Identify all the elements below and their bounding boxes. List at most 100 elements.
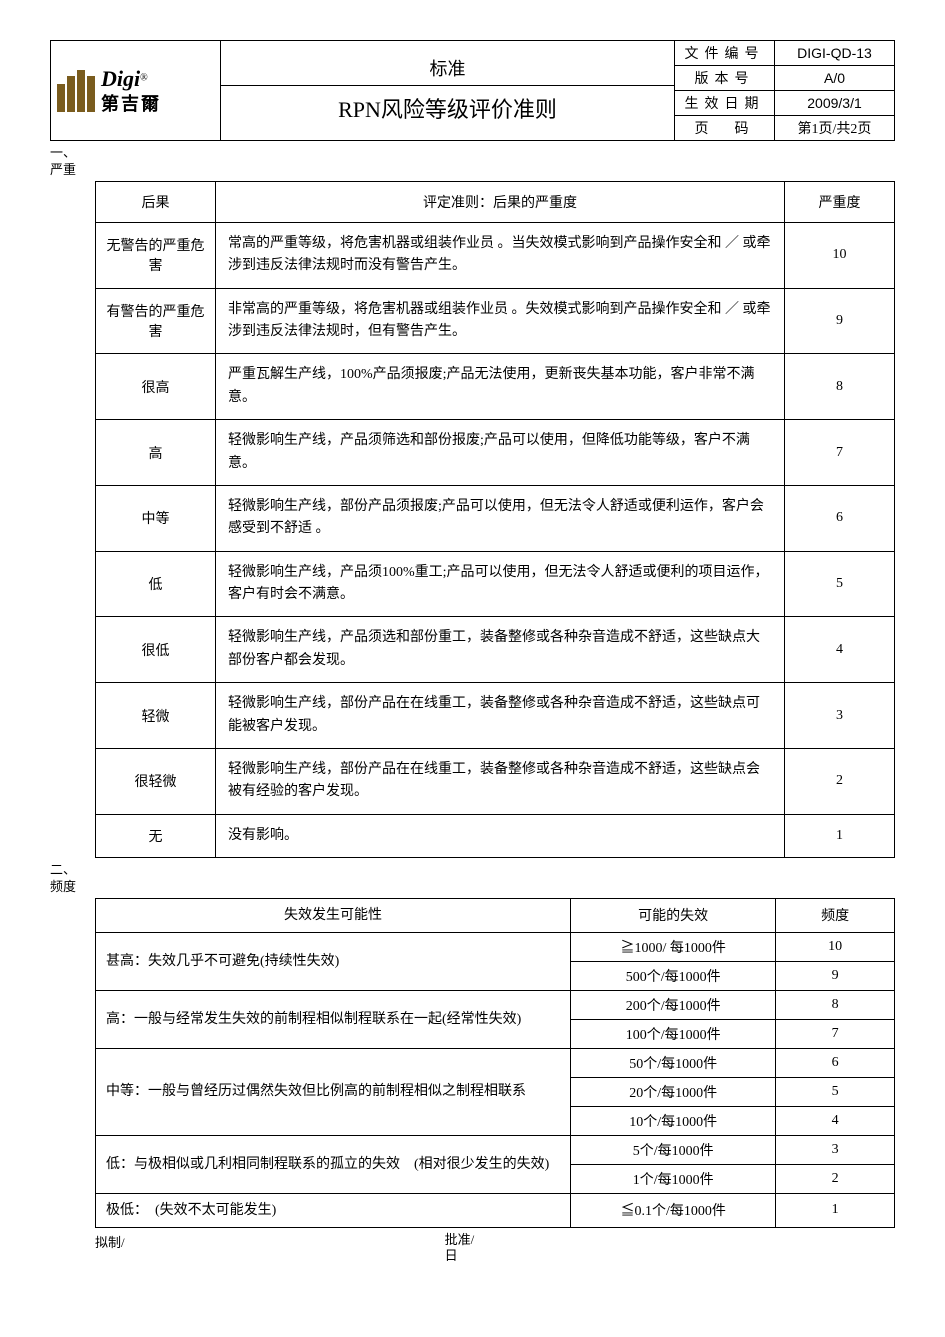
freq-cell-rank: 8 xyxy=(776,990,895,1019)
sev-cell-rank: 8 xyxy=(785,354,895,420)
footer-left: 拟制/ xyxy=(95,1232,125,1263)
sev-cell-criteria: 轻微影响生产线，产品须100%重工;产品可以使用，但无法令人舒适或便利的项目运作… xyxy=(216,551,785,617)
freq-cell-likelihood: 低：与极相似或几利相同制程联系的孤立的失效 (相对很少发生的失效) xyxy=(96,1135,571,1193)
sev-header-c2: 评定准则：后果的严重度 xyxy=(216,181,785,222)
logo-text-cn: 第吉爾 xyxy=(101,90,161,116)
freq-cell-rate: ≦0.1个/每1000件 xyxy=(571,1193,776,1227)
title-main: RPN风险等级评价准则 xyxy=(221,86,674,130)
freq-cell-rate: 10个/每1000件 xyxy=(571,1106,776,1135)
table-row: 很高严重瓦解生产线，100%产品须报废;产品无法使用，更新丧失基本功能，客户非常… xyxy=(96,354,895,420)
sev-cell-rank: 1 xyxy=(785,814,895,857)
sev-header-c1: 后果 xyxy=(96,181,216,222)
table-row: 极低： (失效不太可能发生)≦0.1个/每1000件1 xyxy=(96,1193,895,1227)
meta-value-version: A/0 xyxy=(775,66,895,91)
freq-cell-rate: 1个/每1000件 xyxy=(571,1164,776,1193)
sev-cell-rank: 6 xyxy=(785,485,895,551)
sev-cell-criteria: 轻微影响生产线，部份产品须报废;产品可以使用，但无法令人舒适或便利运作，客户会感… xyxy=(216,485,785,551)
freq-header-f1: 失效发生可能性 xyxy=(96,898,571,932)
freq-cell-rank: 4 xyxy=(776,1106,895,1135)
sev-cell-criteria: 轻微影响生产线，部份产品在在线重工，装备整修或各种杂音造成不舒适，这些缺点会被有… xyxy=(216,749,785,815)
footer-row: 拟制/ 批准/日 xyxy=(50,1232,895,1263)
table-row: 高：一般与经常发生失效的前制程相似制程联系在一起(经常性失效)200个/每100… xyxy=(96,990,895,1019)
sev-cell-consequence: 无 xyxy=(96,814,216,857)
meta-label-version: 版本号 xyxy=(675,66,775,91)
table-row: 无没有影响。1 xyxy=(96,814,895,857)
sev-cell-criteria: 轻微影响生产线，产品须选和部份重工，装备整修或各种杂音造成不舒适，这些缺点大部份… xyxy=(216,617,785,683)
section-1-label: 一、 严重 xyxy=(50,145,895,179)
table-header-row: 失效发生可能性 可能的失效 频度 xyxy=(96,898,895,932)
table-row: 中等：一般与曾经历过偶然失效但比例高的前制程相似之制程相联系50个/每1000件… xyxy=(96,1048,895,1077)
sev-cell-consequence: 很轻微 xyxy=(96,749,216,815)
table-row: 中等轻微影响生产线，部份产品须报废;产品可以使用，但无法令人舒适或便利运作，客户… xyxy=(96,485,895,551)
severity-table: 后果 评定准则：后果的严重度 严重度 无警告的严重危害常高的严重等级，将危害机器… xyxy=(95,181,895,858)
meta-value-date: 2009/3/1 xyxy=(775,91,895,116)
table-row: 高轻微影响生产线，产品须筛选和部份报废;产品可以使用，但降低功能等级，客户不满意… xyxy=(96,420,895,486)
document-header: Digi® 第吉爾 标准 RPN风险等级评价准则 文件编号 DIGI-QD-13… xyxy=(50,40,895,141)
sev-cell-rank: 5 xyxy=(785,551,895,617)
sev-cell-rank: 4 xyxy=(785,617,895,683)
sev-cell-criteria: 轻微影响生产线，部份产品在在线重工，装备整修或各种杂音造成不舒适，这些缺点可能被… xyxy=(216,683,785,749)
section-2-label: 二、 频度 xyxy=(50,862,895,896)
sev-cell-consequence: 低 xyxy=(96,551,216,617)
freq-cell-rank: 2 xyxy=(776,1164,895,1193)
meta-label-date: 生效日期 xyxy=(675,91,775,116)
table-row: 有警告的严重危害非常高的严重等级，将危害机器或组装作业员 。失效模式影响到产品操… xyxy=(96,288,895,354)
freq-cell-rank: 7 xyxy=(776,1019,895,1048)
freq-cell-rank: 6 xyxy=(776,1048,895,1077)
section-1-num: 一、 xyxy=(50,145,76,160)
freq-cell-rate: 100个/每1000件 xyxy=(571,1019,776,1048)
table-row: 很低轻微影响生产线，产品须选和部份重工，装备整修或各种杂音造成不舒适，这些缺点大… xyxy=(96,617,895,683)
freq-cell-rate: 500个/每1000件 xyxy=(571,961,776,990)
meta-label-page: 页 码 xyxy=(675,116,775,141)
sev-cell-consequence: 高 xyxy=(96,420,216,486)
freq-header-f2: 可能的失效 xyxy=(571,898,776,932)
section-2-name: 频度 xyxy=(50,879,76,894)
meta-label-docno: 文件编号 xyxy=(675,41,775,66)
section-1-name: 严重 xyxy=(50,162,76,177)
sev-cell-rank: 2 xyxy=(785,749,895,815)
sev-cell-consequence: 很低 xyxy=(96,617,216,683)
freq-header-f3: 频度 xyxy=(776,898,895,932)
freq-cell-rate: 200个/每1000件 xyxy=(571,990,776,1019)
table-row: 轻微轻微影响生产线，部份产品在在线重工，装备整修或各种杂音造成不舒适，这些缺点可… xyxy=(96,683,895,749)
frequency-table: 失效发生可能性 可能的失效 频度 甚高：失效几乎不可避免(持续性失效)≧1000… xyxy=(95,898,895,1228)
logo-bars-icon xyxy=(57,70,95,112)
sev-cell-criteria: 严重瓦解生产线，100%产品须报废;产品无法使用，更新丧失基本功能，客户非常不满… xyxy=(216,354,785,420)
logo-text-en: Digi xyxy=(101,66,140,91)
document-page: Digi® 第吉爾 标准 RPN风险等级评价准则 文件编号 DIGI-QD-13… xyxy=(50,40,895,1263)
sev-cell-rank: 7 xyxy=(785,420,895,486)
sev-cell-criteria: 轻微影响生产线，产品须筛选和部份报废;产品可以使用，但降低功能等级，客户不满意。 xyxy=(216,420,785,486)
sev-cell-rank: 3 xyxy=(785,683,895,749)
table-header-row: 后果 评定准则：后果的严重度 严重度 xyxy=(96,181,895,222)
freq-cell-rank: 10 xyxy=(776,932,895,961)
freq-cell-likelihood: 极低： (失效不太可能发生) xyxy=(96,1193,571,1227)
sev-header-c3: 严重度 xyxy=(785,181,895,222)
sev-cell-criteria: 非常高的严重等级，将危害机器或组装作业员 。失效模式影响到产品操作安全和 ／ 或… xyxy=(216,288,785,354)
table-row: 很轻微轻微影响生产线，部份产品在在线重工，装备整修或各种杂音造成不舒适，这些缺点… xyxy=(96,749,895,815)
sev-cell-consequence: 中等 xyxy=(96,485,216,551)
footer-right: 批准/日 xyxy=(445,1232,475,1263)
freq-cell-rate: ≧1000/ 每1000件 xyxy=(571,932,776,961)
freq-cell-likelihood: 甚高：失效几乎不可避免(持续性失效) xyxy=(96,932,571,990)
meta-value-docno: DIGI-QD-13 xyxy=(775,41,895,66)
sev-cell-rank: 10 xyxy=(785,222,895,288)
freq-cell-rate: 20个/每1000件 xyxy=(571,1077,776,1106)
logo-trademark-icon: ® xyxy=(140,72,148,83)
sev-cell-consequence: 很高 xyxy=(96,354,216,420)
title-category: 标准 xyxy=(221,51,674,86)
table-row: 甚高：失效几乎不可避免(持续性失效)≧1000/ 每1000件10 xyxy=(96,932,895,961)
logo-cell: Digi® 第吉爾 xyxy=(51,41,221,141)
sev-cell-criteria: 没有影响。 xyxy=(216,814,785,857)
sev-cell-criteria: 常高的严重等级，将危害机器或组装作业员 。当失效模式影响到产品操作安全和 ／ 或… xyxy=(216,222,785,288)
freq-cell-likelihood: 高：一般与经常发生失效的前制程相似制程联系在一起(经常性失效) xyxy=(96,990,571,1048)
sev-cell-rank: 9 xyxy=(785,288,895,354)
meta-value-page: 第1页/共2页 xyxy=(775,116,895,141)
table-row: 低轻微影响生产线，产品须100%重工;产品可以使用，但无法令人舒适或便利的项目运… xyxy=(96,551,895,617)
sev-cell-consequence: 轻微 xyxy=(96,683,216,749)
section-2-num: 二、 xyxy=(50,862,76,877)
table-row: 低：与极相似或几利相同制程联系的孤立的失效 (相对很少发生的失效)5个/每100… xyxy=(96,1135,895,1164)
freq-cell-rank: 3 xyxy=(776,1135,895,1164)
freq-cell-rate: 50个/每1000件 xyxy=(571,1048,776,1077)
freq-cell-rank: 9 xyxy=(776,961,895,990)
title-cell: 标准 RPN风险等级评价准则 xyxy=(221,41,675,141)
